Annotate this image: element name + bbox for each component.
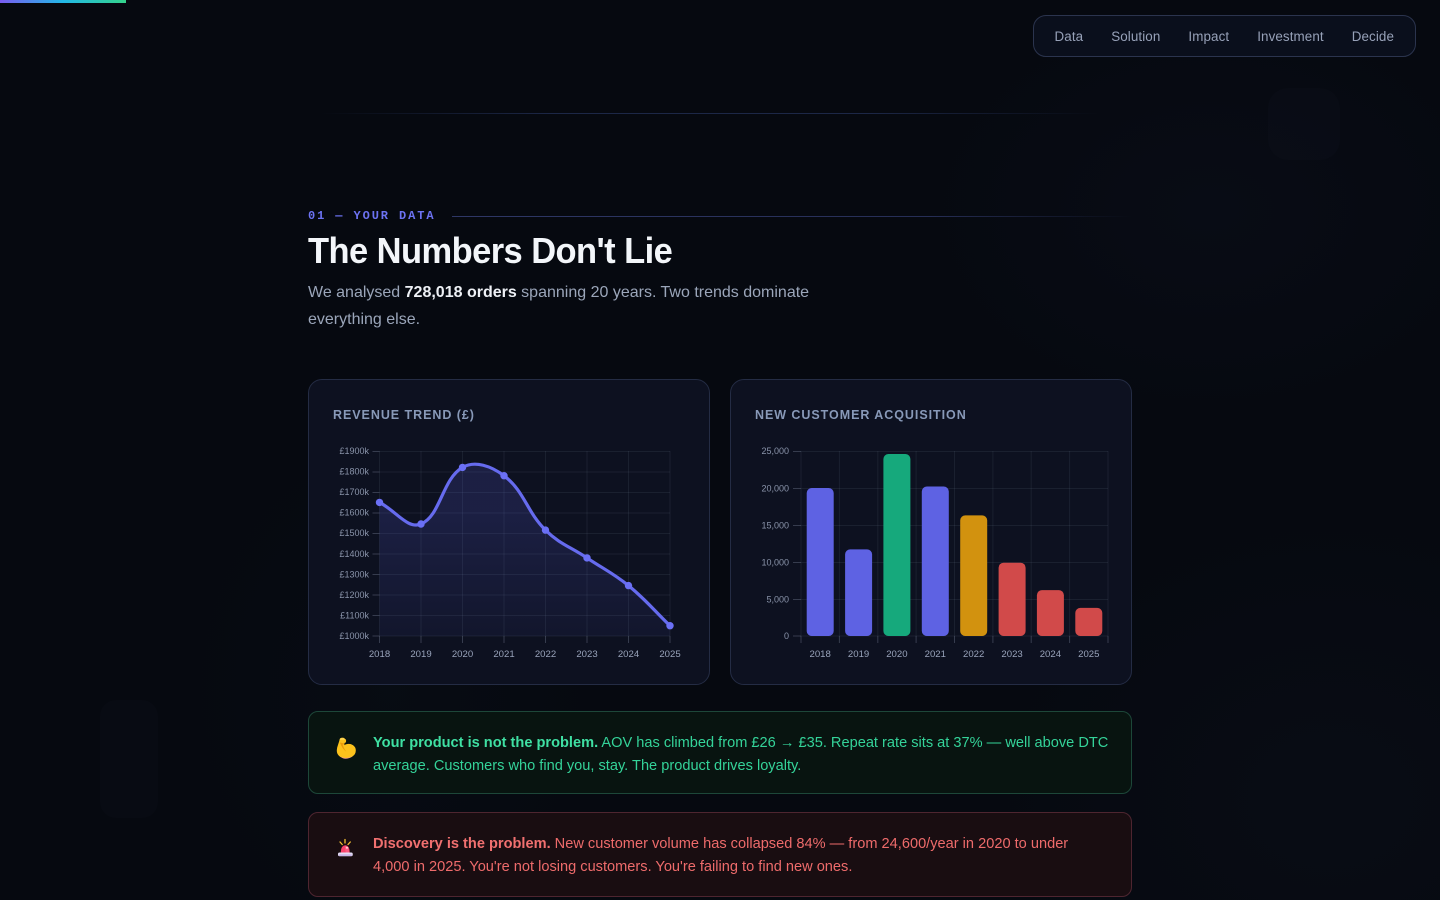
svg-text:£1400k: £1400k (339, 549, 369, 559)
svg-text:2025: 2025 (1078, 649, 1099, 660)
svg-text:2023: 2023 (576, 649, 597, 660)
svg-text:2022: 2022 (963, 649, 984, 660)
svg-text:£1500k: £1500k (339, 528, 369, 538)
svg-text:£1100k: £1100k (340, 610, 369, 620)
svg-text:£1300k: £1300k (339, 569, 369, 579)
svg-text:2024: 2024 (618, 649, 640, 660)
svg-text:£1000k: £1000k (339, 631, 369, 641)
svg-text:25,000: 25,000 (761, 446, 789, 456)
svg-text:£1600k: £1600k (339, 508, 369, 518)
svg-text:2023: 2023 (1001, 649, 1022, 660)
svg-text:2021: 2021 (925, 649, 946, 660)
svg-text:20,000: 20,000 (761, 484, 789, 494)
svg-text:2019: 2019 (410, 649, 431, 660)
svg-text:£1800k: £1800k (339, 467, 369, 477)
svg-text:£1700k: £1700k (339, 487, 369, 497)
svg-text:2021: 2021 (493, 649, 514, 660)
svg-text:2019: 2019 (848, 649, 869, 660)
svg-text:£1900k: £1900k (339, 446, 369, 456)
svg-text:2018: 2018 (810, 649, 831, 660)
svg-text:0: 0 (784, 631, 789, 641)
svg-text:2024: 2024 (1040, 649, 1062, 660)
svg-text:10,000: 10,000 (761, 558, 789, 568)
svg-text:2020: 2020 (886, 649, 907, 660)
svg-text:5,000: 5,000 (766, 595, 789, 605)
svg-text:15,000: 15,000 (761, 521, 789, 531)
svg-text:2018: 2018 (369, 649, 390, 660)
svg-text:2025: 2025 (659, 649, 680, 660)
svg-text:£1200k: £1200k (339, 590, 369, 600)
svg-text:2022: 2022 (535, 649, 556, 660)
svg-text:2020: 2020 (452, 649, 473, 660)
